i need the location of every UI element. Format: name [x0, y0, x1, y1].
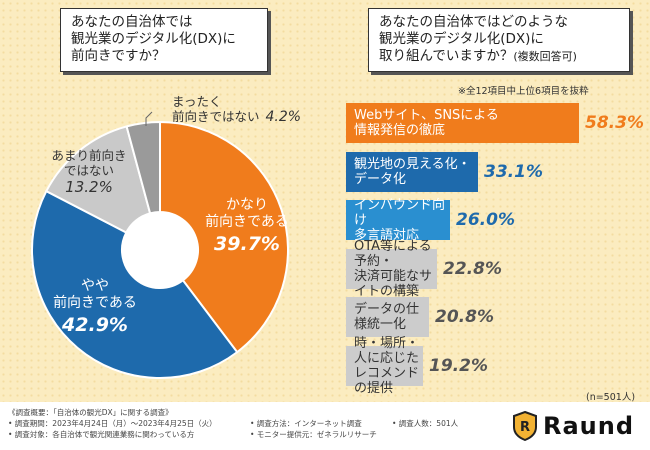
survey-period: • 調査期間：2023年4月24日（月）〜2023年4月25日（火） — [8, 419, 217, 428]
raund-logo: R Raund — [512, 410, 642, 442]
bar-label: インバウンド向け 多言語対応 — [354, 197, 446, 243]
survey-target: • 調査対象：各自治体で観光関連業務に関わっている方 — [8, 430, 195, 439]
pie-label-somewhat-positive: やや 前向きである 42.9% — [30, 278, 160, 336]
bar-value: 33.1% — [484, 161, 543, 182]
survey-count: • 調査人数：501人 — [392, 419, 459, 428]
left-question-box: あなたの自治体では 観光業のデジタル化(DX)に 前向きですか？ — [60, 8, 268, 72]
pie-label-text: まったく 前向きではない — [172, 94, 260, 124]
pie-label-text: かなり 前向きである — [205, 197, 289, 230]
bar-label: OTA等による予約・ 決済可能なサイトの構築 — [354, 238, 433, 299]
bar-value: 20.8% — [435, 307, 494, 327]
bar-label: 観光地の見える化・データ化 — [354, 156, 471, 187]
bar-row: Webサイト、SNSによる 情報発信の徹底 58.3% — [346, 103, 644, 143]
bar-row: データの仕様統一化 20.8% — [346, 297, 494, 337]
svg-text:R: R — [520, 420, 530, 435]
raund-shield-icon: R — [513, 411, 537, 441]
bar-row: 観光地の見える化・データ化 33.1% — [346, 151, 543, 192]
pie-pct: 4.2% — [265, 109, 302, 125]
bar-row: OTA等による予約・ 決済可能なサイトの構築 22.8% — [346, 238, 502, 299]
pie-leader-line — [145, 111, 153, 126]
bar-value: 22.8% — [443, 258, 502, 279]
bar-value: 58.3% — [585, 113, 644, 133]
survey-monitor: • モニター提供元：ゼネラルリサーチ — [250, 430, 377, 439]
bar-2 — [346, 151, 478, 192]
bar-value: 19.2% — [429, 355, 488, 376]
survey-method: • 調査方法：インターネット調査 — [250, 419, 362, 428]
right-question-note: (複数回答可) — [513, 50, 577, 63]
bar-6 — [346, 345, 423, 386]
pie-center — [122, 212, 198, 288]
pie-label-very-positive: かなり 前向きである 39.7% — [192, 197, 302, 255]
survey-overview: 《調査概要：「自治体の観光DX」に関する調査》 — [8, 408, 173, 417]
pie-label-text: やや 前向きである — [53, 278, 137, 311]
pie-pct: 13.2% — [65, 178, 113, 196]
bar-label: データの仕様統一化 — [354, 302, 420, 332]
pie-label-text: あまり前向き ではない — [51, 148, 127, 178]
pie-pct: 42.9% — [62, 313, 128, 336]
bar-5 — [346, 297, 429, 337]
pie-pct: 39.7% — [214, 232, 280, 255]
sample-size: (n=501人) — [586, 392, 636, 403]
right-question-text: あなたの自治体ではどのような 観光業のデジタル化(DX)に 取り組んでいますか？ — [379, 14, 568, 64]
logo-text: Raund — [543, 412, 635, 440]
top-note: ※全12項目中上位6項目を抜粋 — [458, 86, 589, 97]
pie-label-not-very-positive: あまり前向き ではない 13.2% — [34, 148, 144, 196]
bar-label: Webサイト、SNSによる 情報発信の徹底 — [354, 108, 499, 138]
pie-chart — [31, 111, 289, 379]
bar-1 — [346, 103, 579, 143]
bar-3 — [346, 200, 450, 240]
right-question-box: あなたの自治体ではどのような 観光業のデジタル化(DX)に 取り組んでいますか？… — [368, 8, 630, 72]
bar-value: 26.0% — [456, 210, 515, 230]
pie-label-not-positive-at-all: まったく 前向きではない 4.2% — [172, 94, 301, 126]
bar-row: インバウンド向け 多言語対応 26.0% — [346, 197, 515, 243]
footer: 《調査概要：「自治体の観光DX」に関する調査》 • 調査期間：2023年4月24… — [0, 402, 650, 450]
bar-row: 時・場所・人に応じた レコメンドの提供 19.2% — [346, 335, 488, 396]
bar-4 — [346, 248, 437, 289]
bar-label: 時・場所・人に応じた レコメンドの提供 — [354, 335, 420, 396]
